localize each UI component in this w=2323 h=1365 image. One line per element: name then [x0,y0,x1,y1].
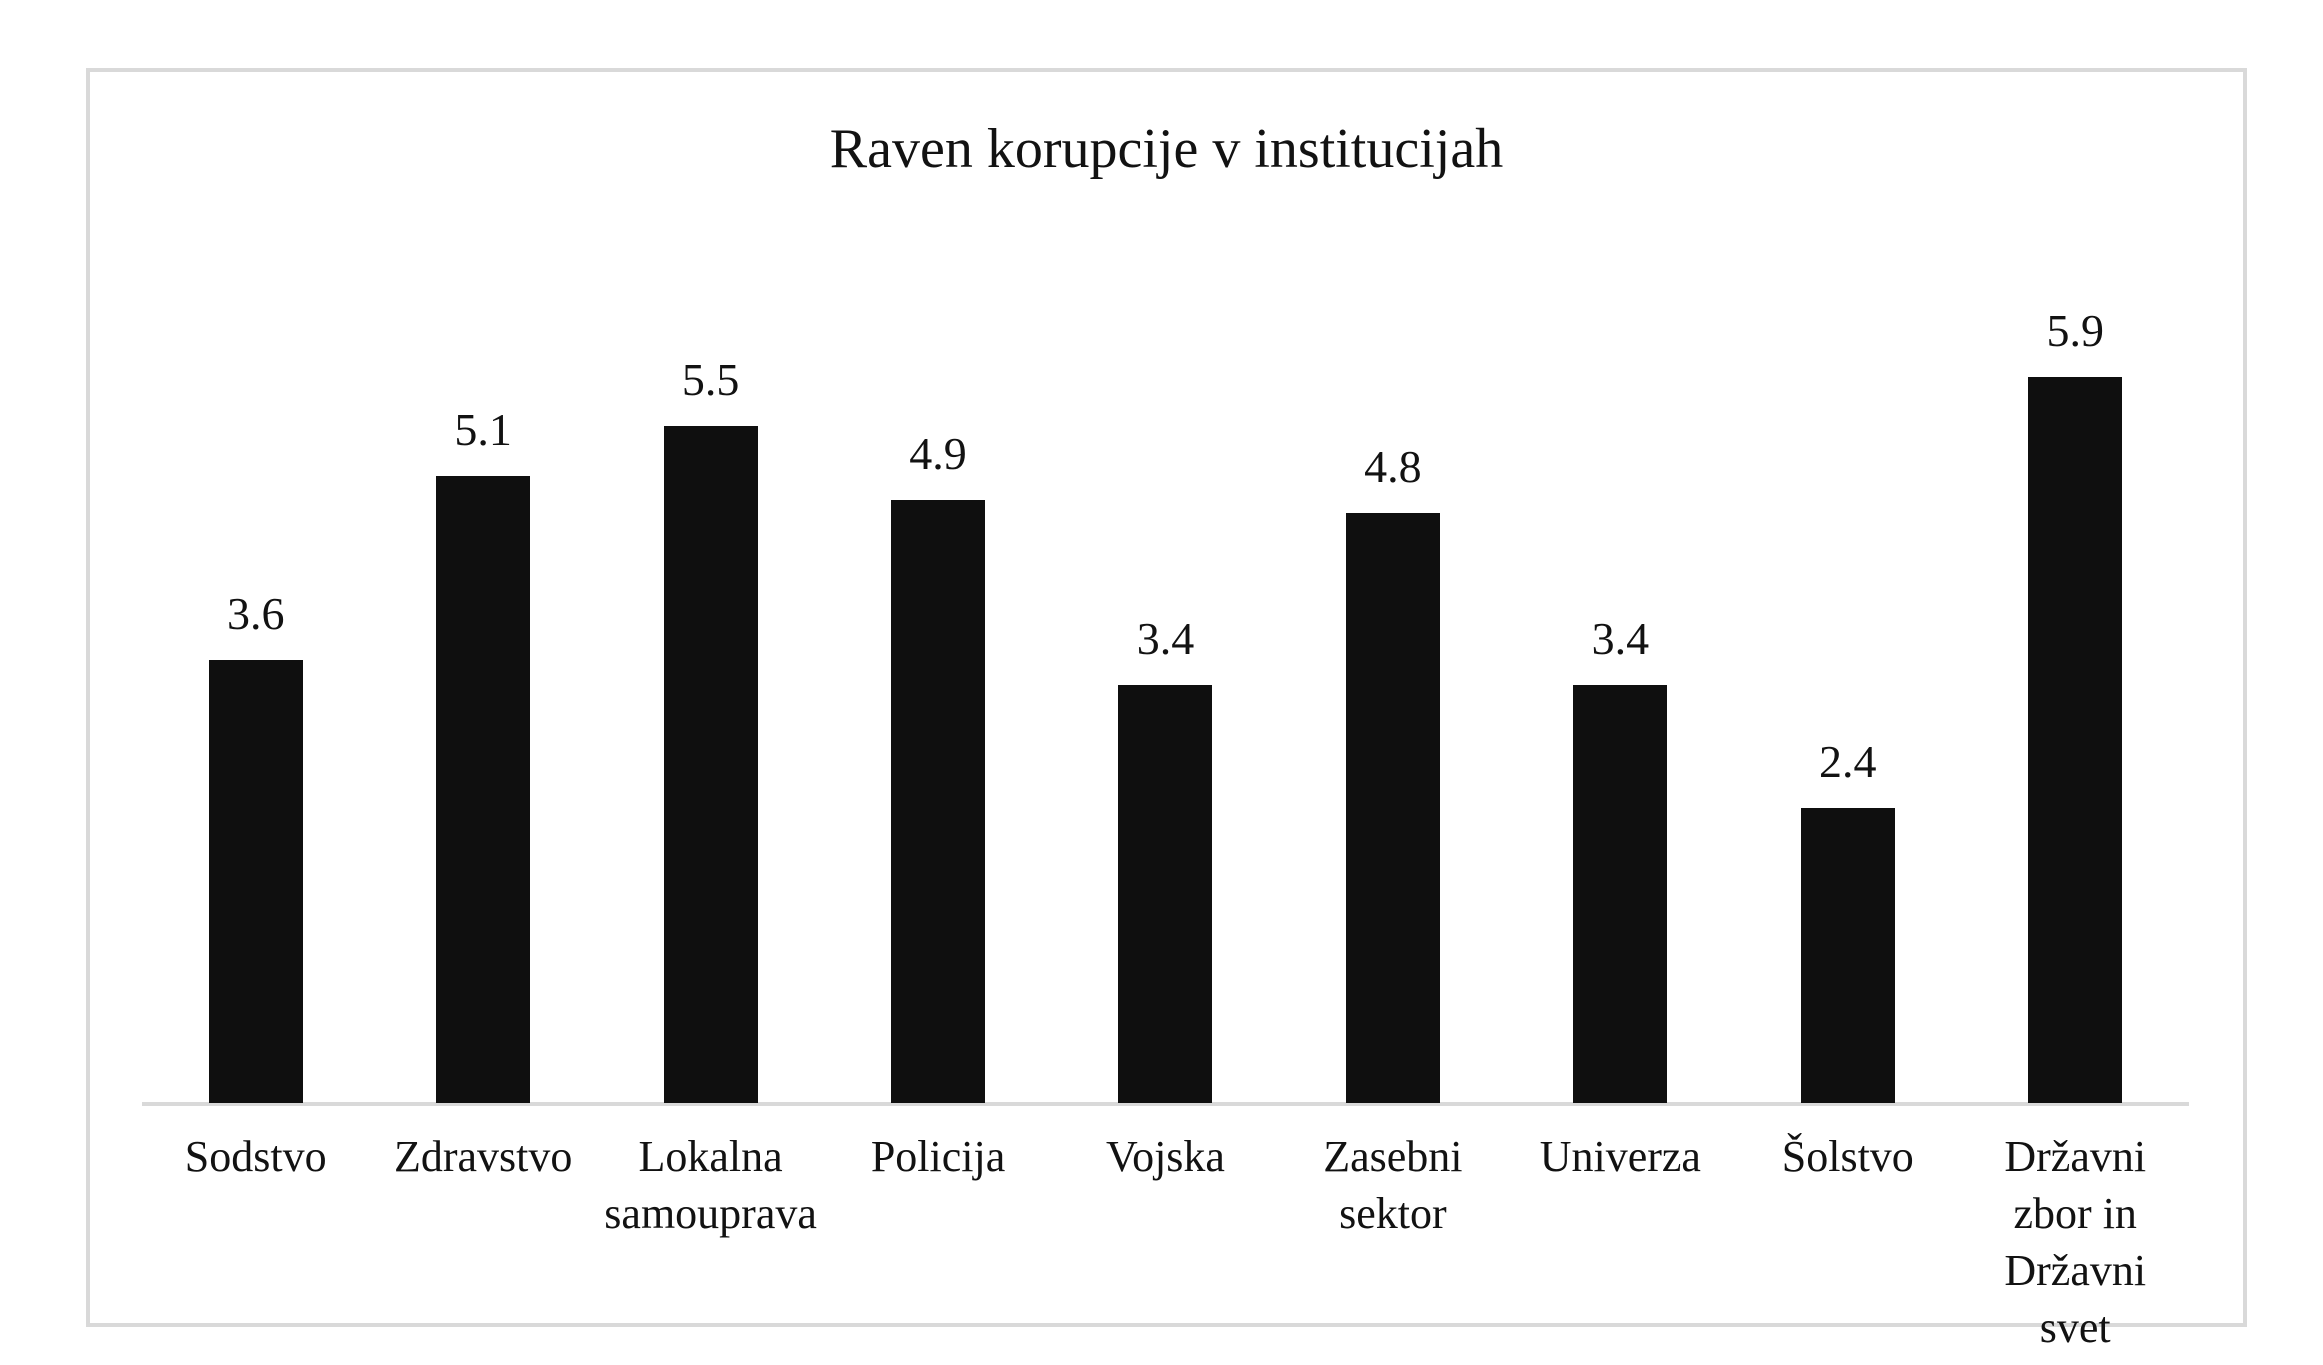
category-label: Državni zbor in Državni svet [2004,1132,2147,1352]
chart-title: Raven korupcije v institucijah [829,118,1504,180]
category-label: Lokalna samouprava [604,1132,817,1238]
category-label: Šolstvo [1781,1132,1914,1181]
bar-slot: 5.9 [1962,304,2189,1103]
category-label: Univerza [1539,1132,1701,1181]
bar [436,476,531,1103]
bar-slot: 3.6 [142,587,369,1103]
plot-area: 3.6 5.1 5.5 4.9 3.4 4.8 3.4 2.4 5.9 Sodstvo Zdrav… [142,72,2189,1352]
category-label: Zdravstvo [393,1132,573,1181]
bar [208,660,303,1103]
bar-slot: 3.4 [1507,612,1734,1103]
bar [1573,685,1668,1103]
bar-slot: 5.1 [369,403,596,1103]
bar-value-label: 3.4 [1591,613,1650,664]
bar-slot: 4.9 [824,427,1051,1103]
bar [663,426,758,1103]
bar-value-label: 4.9 [909,428,967,479]
bar-value-label: 5.5 [681,354,740,405]
bar [1345,513,1440,1103]
bar-slot: 4.8 [1279,440,1506,1103]
category-axis-labels: Sodstvo Zdravstvo Lokalna samouprava Polici… [142,1128,2189,1356]
bar-value-label: 5.1 [454,404,512,455]
bar-value-label: 5.9 [2046,305,2104,356]
category-label: Zasebni sektor [1323,1132,1463,1238]
bar-slot: 3.4 [1052,612,1279,1103]
category-label: Policija [870,1132,1006,1181]
bar-value-label: 3.6 [226,588,285,639]
bar [1800,808,1895,1103]
bar [1118,685,1213,1103]
bar-slot: 5.5 [597,353,824,1103]
category-label: Vojska [1105,1132,1225,1181]
bar [2028,377,2123,1103]
x-axis-line [142,1102,2189,1106]
bar-value-label: 2.4 [1819,736,1877,787]
bar-value-label: 3.4 [1136,613,1195,664]
chart-panel: Raven korupcije v institucijah 3.6 5.1 5.5… [86,68,2247,1352]
bar [891,500,986,1103]
bar-slot: 2.4 [1734,735,1961,1103]
category-label: Sodstvo [184,1132,327,1181]
bar-value-label: 4.8 [1364,441,1422,492]
bars-container: 3.6 5.1 5.5 4.9 3.4 4.8 3.4 2.4 5.9 [142,304,2189,1103]
